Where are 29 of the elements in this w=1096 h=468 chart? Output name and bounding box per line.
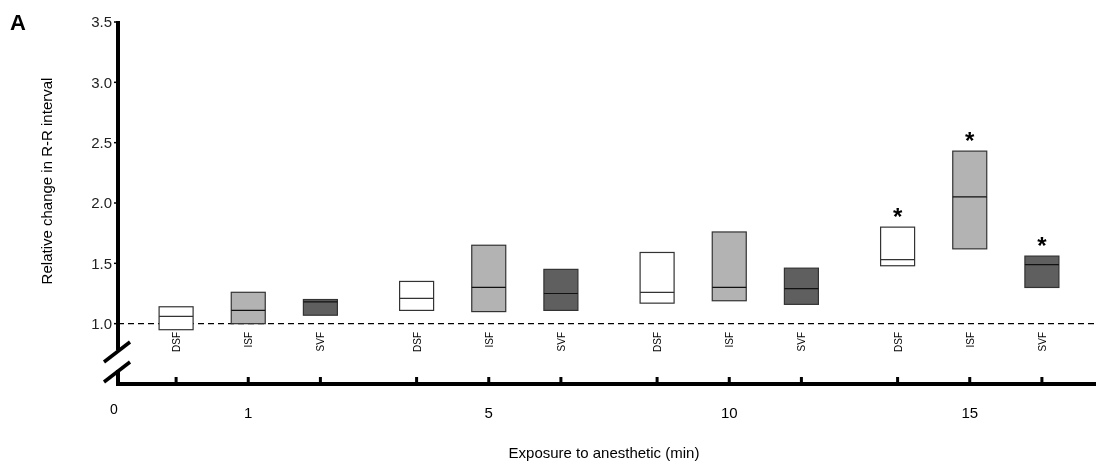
x-tick-label: 10 <box>720 404 738 421</box>
annotation: * <box>965 127 976 155</box>
y-tick-label: 2.5 <box>91 133 112 151</box>
y-tick-label: 2.0 <box>91 194 112 212</box>
x-tick-label: 15 <box>961 404 979 421</box>
text: SVF <box>796 332 808 352</box>
text: SVF <box>1036 332 1048 352</box>
text: DSF <box>892 332 904 352</box>
y-axis-title: Relative change in R-R interval <box>38 77 55 285</box>
text: DSF <box>171 332 183 352</box>
x-tick-label: 5 <box>484 404 493 421</box>
text: A <box>10 10 26 35</box>
y-tick-label: 1.5 <box>91 254 112 272</box>
text: SVF <box>555 332 567 352</box>
text: ISF <box>243 332 255 348</box>
y-tick-label: 1.0 <box>91 314 112 332</box>
text: SVF <box>315 332 327 352</box>
annotation: * <box>1037 232 1048 260</box>
text: DSF <box>411 332 423 352</box>
y-tick-label: 3.0 <box>91 73 112 91</box>
text: ISF <box>483 332 495 348</box>
y-tick-label: 3.5 <box>91 13 112 31</box>
text: ISF <box>724 332 736 348</box>
text: ISF <box>964 332 976 348</box>
text: 0 <box>110 401 119 417</box>
annotation: * <box>892 203 903 231</box>
x-tick-label: 1 <box>244 404 253 421</box>
text: DSF <box>652 332 664 352</box>
x-axis-title: Exposure to anesthetic (min) <box>508 444 700 461</box>
